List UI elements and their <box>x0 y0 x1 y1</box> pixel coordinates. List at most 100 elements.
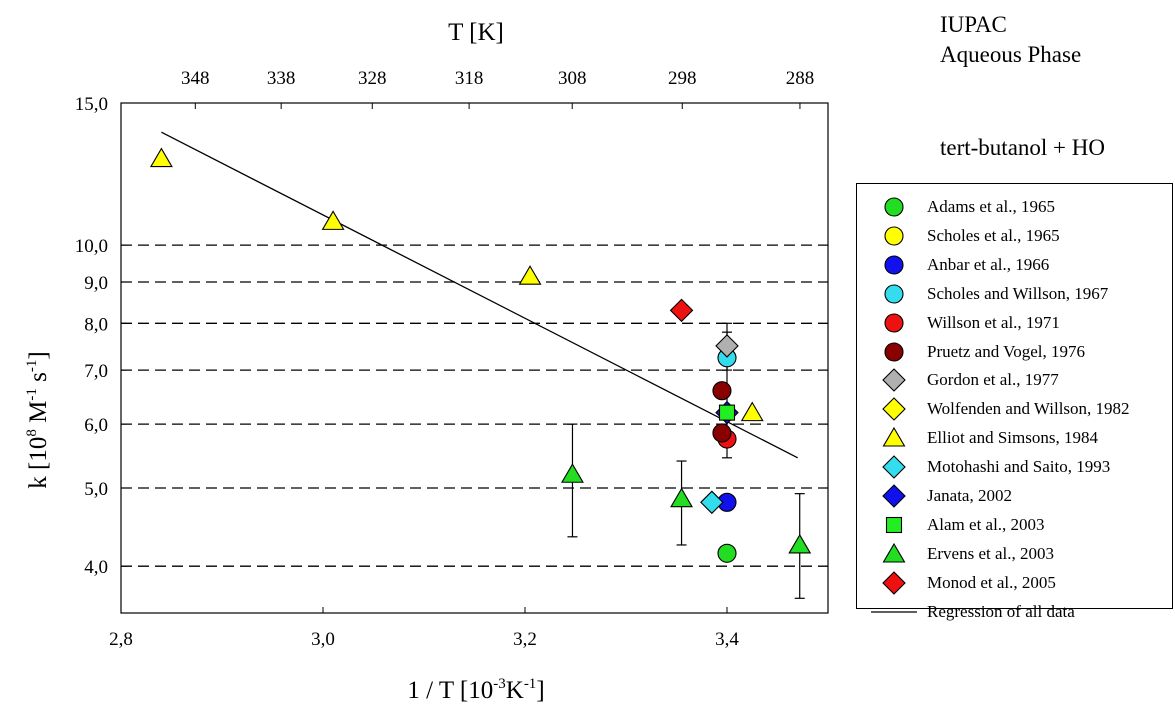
legend-symbol <box>884 313 904 333</box>
legend-label: Elliot and Simsons, 1984 <box>927 428 1098 448</box>
data-point <box>700 490 724 515</box>
legend-label: Monod et al., 2005 <box>927 572 1056 592</box>
legend-marker <box>884 255 904 275</box>
error-bars <box>567 322 805 599</box>
legend-item: Ervens et al., 2003 <box>857 541 1172 567</box>
legend-symbol <box>882 542 906 563</box>
legend-label: Scholes and Willson, 1967 <box>927 283 1109 303</box>
regression-layer <box>161 131 798 459</box>
y-tick-label: 7,0 <box>84 361 108 382</box>
legend-symbol <box>884 341 904 362</box>
legend-label: Gordon et al., 1977 <box>927 370 1059 390</box>
legend-marker <box>884 313 904 333</box>
y-tick-label: 10,0 <box>75 236 108 257</box>
legend-symbol <box>884 197 904 217</box>
legend-symbol <box>882 455 906 479</box>
legend-label: Pruetz and Vogel, 1976 <box>927 341 1086 361</box>
legend-item: Gordon et al., 1977 <box>857 367 1172 393</box>
legend-marker <box>884 341 904 362</box>
top-tick-label: 288 <box>786 68 815 89</box>
reaction-label: tert-butanol + HO <box>940 135 1105 160</box>
legend-item: Scholes and Willson, 1967 <box>857 281 1172 307</box>
legend-item: Anbar et al., 1966 <box>857 252 1172 278</box>
legend-label: Adams et al., 1965 <box>927 197 1055 216</box>
y-tick-label: 15,0 <box>75 94 108 115</box>
legend-label: Scholes et al., 1965 <box>927 225 1060 245</box>
legend-item: Janata, 2002 <box>857 483 1172 509</box>
x-tick-label: 3,0 <box>311 629 335 650</box>
legend-symbol <box>882 368 906 393</box>
legend-item: Regression of all data <box>857 599 1172 625</box>
data-point <box>712 381 732 401</box>
legend-marker <box>884 197 904 217</box>
data-point <box>669 298 694 323</box>
y-tick-label: 6,0 <box>84 415 108 436</box>
top-tick-label: 318 <box>455 68 484 89</box>
data-point <box>561 463 584 483</box>
data-points <box>149 147 812 563</box>
top-tick-label: 338 <box>267 68 296 89</box>
legend: Adams et al., 1965 Scholes et al., 1965 An… <box>856 183 1173 621</box>
legend-item: Motohashi and Saito, 1993 <box>857 454 1172 480</box>
legend-item: Scholes et al., 1965 <box>857 223 1172 249</box>
legend-symbol <box>882 484 906 508</box>
legend-symbol <box>884 255 904 275</box>
data-point <box>715 334 739 358</box>
y-tick-label: 8,0 <box>84 314 108 335</box>
y-tick-label: 4,0 <box>84 557 108 578</box>
legend-label: Willson et al., 1971 <box>927 312 1060 332</box>
legend-symbol <box>885 516 903 533</box>
plot-frame <box>120 102 829 614</box>
legend-marker <box>882 570 906 595</box>
top-axis-title: T [K] <box>448 19 504 46</box>
top-tick-label: 298 <box>668 68 697 89</box>
regression-line <box>161 131 798 459</box>
x-tick-label: 3,4 <box>715 629 739 650</box>
legend-marker <box>885 516 903 533</box>
legend-symbol <box>882 397 906 422</box>
legend-item: Monod et al., 2005 <box>857 570 1172 596</box>
legend-marker <box>882 542 906 563</box>
x-axis-title: 1 / T [10-3K-1] <box>407 676 544 704</box>
legend-marker <box>884 226 904 246</box>
legend-symbol <box>884 284 904 304</box>
legend-symbol <box>882 427 906 447</box>
legend-label: Alam et al., 2003 <box>927 514 1045 534</box>
top-tick-label: 308 <box>558 68 587 89</box>
data-point <box>321 210 345 230</box>
legend-marker <box>882 455 906 479</box>
legend-marker <box>882 368 906 393</box>
data-point <box>712 423 732 443</box>
y-tick-label: 5,0 <box>84 479 108 500</box>
legend-symbol <box>882 570 906 595</box>
y-axis-title: k [108 M-1 s-1] <box>24 351 52 488</box>
x-tick-label: 3,2 <box>513 629 537 650</box>
legend-item: Elliot and Simsons, 1984 <box>857 425 1172 451</box>
legend-label: Wolfenden and Willson, 1982 <box>927 399 1130 419</box>
legend-symbol <box>871 610 917 613</box>
legend-item: Pruetz and Vogel, 1976 <box>857 339 1172 365</box>
data-point <box>518 265 542 285</box>
legend-item: Wolfenden and Willson, 1982 <box>857 396 1172 422</box>
source-label: IUPAC <box>940 12 1007 37</box>
axis-ticks <box>120 102 801 613</box>
legend-marker <box>882 427 906 447</box>
phase-label: Aqueous Phase <box>940 42 1082 67</box>
data-point <box>670 487 694 508</box>
legend-item: Alam et al., 2003 <box>857 512 1172 538</box>
tick-labels: 2,8 3,0 3,2 3,4 4,0 5,0 6,0 7,0 8,0 9,0 10,0 15,0 34… <box>75 68 814 650</box>
y-tick-label: 9,0 <box>84 273 108 294</box>
legend-label: Motohashi and Saito, 1993 <box>927 457 1111 477</box>
legend-label: Anbar et al., 1966 <box>927 254 1050 274</box>
x-tick-label: 2,8 <box>109 629 133 650</box>
legend-label: Ervens et al., 2003 <box>927 543 1054 563</box>
legend-marker <box>882 397 906 422</box>
data-point <box>788 533 812 554</box>
legend-symbol <box>884 226 904 246</box>
legend-item: Adams et al., 1965 <box>857 194 1172 220</box>
legend-label: Regression of all data <box>927 601 1075 621</box>
legend-item: Willson et al., 1971 <box>857 310 1172 336</box>
data-point <box>740 401 764 422</box>
legend-label: Janata, 2002 <box>927 486 1012 505</box>
